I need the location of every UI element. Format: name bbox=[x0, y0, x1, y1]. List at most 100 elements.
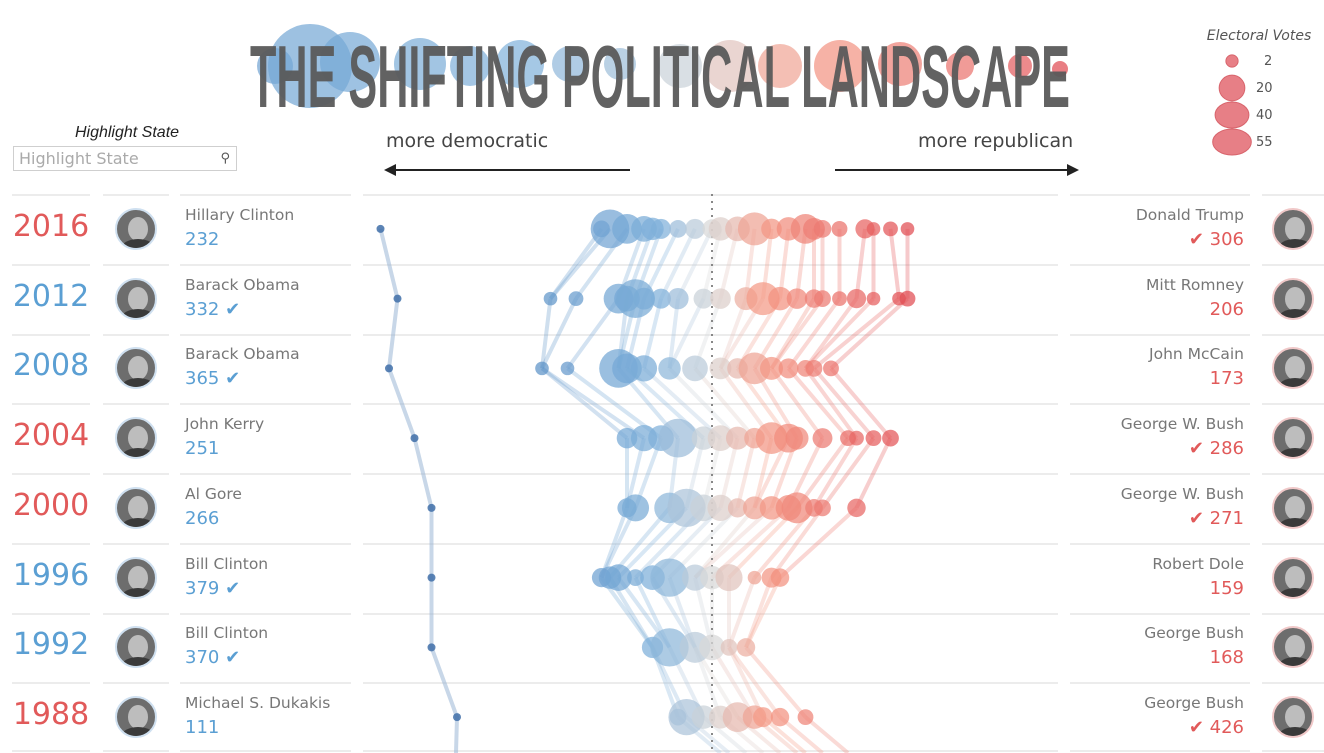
state-bubble[interactable] bbox=[770, 568, 790, 587]
state-bubble[interactable] bbox=[650, 558, 689, 597]
state-bubble[interactable] bbox=[753, 707, 773, 728]
row-divider bbox=[103, 612, 169, 615]
rep-candidate-avatar bbox=[1272, 277, 1314, 320]
state-bubble[interactable] bbox=[883, 221, 898, 237]
state-bubble[interactable] bbox=[708, 217, 733, 241]
highlight-state-input[interactable] bbox=[14, 147, 209, 170]
avatar-body bbox=[121, 448, 155, 458]
state-bubble[interactable] bbox=[814, 499, 831, 517]
election-year[interactable]: 2016 bbox=[12, 208, 90, 244]
election-year[interactable]: 1988 bbox=[12, 697, 90, 733]
state-bubble[interactable] bbox=[900, 222, 915, 236]
state-bubble[interactable] bbox=[681, 564, 709, 591]
dc-point[interactable] bbox=[427, 503, 436, 512]
state-bubble[interactable] bbox=[746, 282, 780, 316]
state-bubble[interactable] bbox=[866, 291, 881, 306]
state-bubble[interactable] bbox=[786, 288, 808, 309]
state-bubble[interactable] bbox=[742, 496, 767, 520]
avatar-face bbox=[1285, 356, 1305, 381]
state-bubble[interactable] bbox=[685, 218, 705, 239]
state-bubble[interactable] bbox=[768, 286, 792, 311]
state-bubble[interactable] bbox=[699, 634, 725, 661]
state-bubble[interactable] bbox=[658, 357, 681, 380]
election-year[interactable]: 2008 bbox=[12, 348, 90, 384]
state-bubble[interactable] bbox=[691, 705, 716, 729]
state-bubble[interactable] bbox=[865, 430, 882, 447]
row-divider bbox=[103, 403, 169, 406]
state-bubble[interactable] bbox=[535, 361, 549, 376]
state-bubble[interactable] bbox=[710, 288, 731, 309]
dc-point[interactable] bbox=[410, 434, 419, 443]
state-bubble[interactable] bbox=[693, 288, 714, 309]
state-bubble[interactable] bbox=[627, 569, 644, 587]
state-bubble[interactable] bbox=[759, 356, 784, 380]
dc-point[interactable] bbox=[385, 364, 393, 373]
legend-bubble-2 bbox=[1225, 54, 1239, 68]
state-bubble[interactable] bbox=[720, 638, 738, 656]
state-bubble[interactable] bbox=[722, 702, 753, 732]
state-bubble[interactable] bbox=[761, 218, 782, 240]
rep-candidate-name: John McCain bbox=[1149, 345, 1244, 364]
state-bubble[interactable] bbox=[651, 288, 671, 309]
rep-candidate-name: George Bush bbox=[1144, 624, 1244, 643]
state-bubble[interactable] bbox=[832, 291, 847, 307]
dc-point[interactable] bbox=[376, 224, 385, 233]
dc-point[interactable] bbox=[427, 573, 436, 582]
state-bubble[interactable] bbox=[707, 425, 734, 451]
election-year[interactable]: 1996 bbox=[12, 557, 90, 593]
dem-electoral-votes: 365 ✔ bbox=[185, 368, 240, 389]
state-bubble[interactable] bbox=[667, 288, 689, 310]
state-bubble[interactable] bbox=[882, 429, 899, 447]
state-bubble[interactable] bbox=[658, 418, 698, 458]
state-bubble[interactable] bbox=[738, 352, 771, 385]
state-bubble[interactable] bbox=[785, 426, 809, 450]
state-bubble[interactable] bbox=[813, 220, 832, 238]
state-bubble[interactable] bbox=[812, 428, 833, 449]
state-bubble[interactable] bbox=[814, 290, 831, 308]
state-bubble[interactable] bbox=[630, 355, 658, 382]
state-trajectory-segment bbox=[540, 366, 646, 440]
page-title: THE SHIFTING POLITICAL LANDSCAPE bbox=[250, 27, 1070, 114]
state-bubble[interactable] bbox=[682, 355, 708, 382]
state-bubble[interactable] bbox=[605, 564, 632, 591]
state-bubble[interactable] bbox=[823, 360, 839, 377]
election-year[interactable]: 1992 bbox=[12, 627, 90, 663]
state-bubble[interactable] bbox=[770, 707, 790, 727]
state-bubble[interactable] bbox=[899, 290, 916, 307]
state-bubble[interactable] bbox=[560, 361, 575, 376]
election-year[interactable]: 2000 bbox=[12, 487, 90, 523]
state-bubble[interactable] bbox=[781, 492, 813, 524]
search-icon[interactable]: ⚲ bbox=[220, 151, 230, 166]
state-bubble[interactable] bbox=[805, 359, 823, 377]
state-bubble[interactable] bbox=[747, 570, 762, 585]
state-bubble[interactable] bbox=[633, 287, 655, 310]
election-year[interactable]: 2004 bbox=[12, 418, 90, 454]
state-bubble[interactable] bbox=[651, 218, 671, 239]
state-bubble[interactable] bbox=[847, 498, 866, 518]
state-bubble[interactable] bbox=[668, 699, 705, 736]
state-bubble[interactable] bbox=[797, 709, 814, 726]
state-bubble[interactable] bbox=[715, 564, 743, 592]
dc-point[interactable] bbox=[453, 713, 461, 722]
state-bubble[interactable] bbox=[846, 289, 867, 309]
state-trajectory-segment bbox=[718, 297, 748, 370]
state-bubble[interactable] bbox=[650, 628, 689, 667]
state-bubble[interactable] bbox=[543, 291, 558, 306]
state-bubble[interactable] bbox=[727, 498, 748, 518]
state-bubble[interactable] bbox=[725, 426, 750, 450]
state-trajectory-segment bbox=[786, 297, 842, 370]
state-bubble[interactable] bbox=[707, 494, 734, 521]
dc-point[interactable] bbox=[427, 643, 436, 652]
state-bubble[interactable] bbox=[568, 291, 584, 307]
state-bubble[interactable] bbox=[866, 222, 881, 236]
state-bubble[interactable] bbox=[831, 220, 848, 237]
state-bubble[interactable] bbox=[736, 638, 756, 657]
state-bubble[interactable] bbox=[709, 357, 732, 380]
state-bubble[interactable] bbox=[737, 212, 772, 246]
election-year[interactable]: 2012 bbox=[12, 278, 90, 314]
state-bubble[interactable] bbox=[778, 358, 799, 379]
state-bubble[interactable] bbox=[849, 430, 864, 446]
dc-point[interactable] bbox=[393, 294, 402, 303]
state-bubble[interactable] bbox=[669, 220, 687, 238]
state-bubble[interactable] bbox=[621, 494, 650, 522]
